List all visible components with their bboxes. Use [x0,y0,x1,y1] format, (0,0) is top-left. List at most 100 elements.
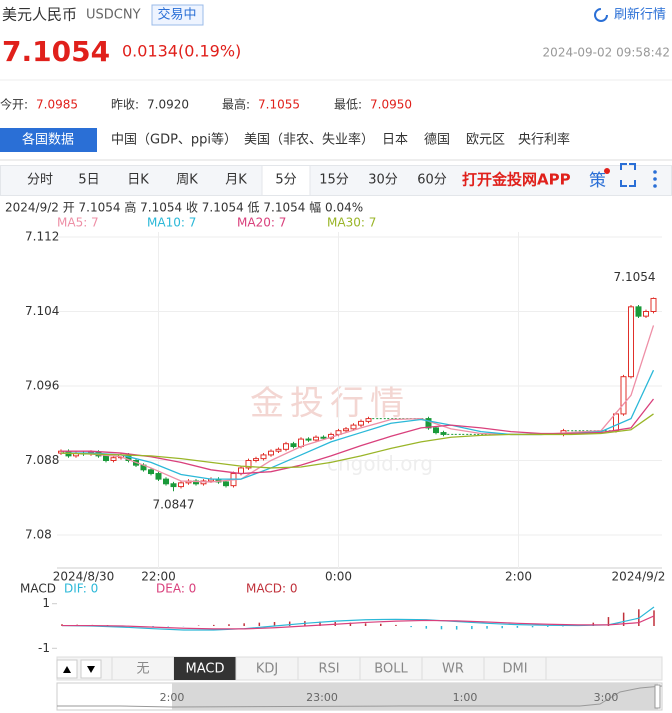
arrow-up-icon [63,666,71,673]
info-line: 2024/9/2 开 7.1054 高 7.1054 收 7.1054 低 7.… [5,200,363,215]
candle-body [365,418,372,422]
indicator-active [174,657,236,680]
candle-body [320,436,327,439]
app-link[interactable]: 打开金投网APP [462,171,571,189]
legend-entry: MA30: 7 [327,216,376,230]
tab[interactable]: 各国数据 [22,132,74,148]
macd-line [62,615,655,630]
period-active [261,165,311,196]
candle-body [148,469,154,475]
navigator-labels: 2:00 23:00 1:00 3:00 [160,691,619,704]
candle-body [440,432,447,435]
candle-body [635,306,642,317]
candle-body [283,443,289,450]
period[interactable]: 周K [176,173,198,188]
candle-body [223,481,229,487]
strategy[interactable]: 策 [589,171,606,191]
y-tick-label: 7.088 [25,453,59,467]
symbol: USDCNY [86,8,141,23]
stat-label: 最低: [334,98,362,112]
navigator-label: 23:00 [306,691,338,704]
period[interactable]: 60分 [417,173,447,188]
stats: 今开: 7.0985 昨收: 7.0920 最高: 7.1055 最低: 7.0950 [0,97,412,112]
more-icon[interactable] [653,170,657,188]
indicator[interactable]: DMI [502,662,527,677]
candle-body [275,448,282,452]
period[interactable]: 日K [127,173,149,188]
candle-body [260,454,267,460]
navigator-label: 3:00 [594,691,619,704]
periods: 分时 5日 日K 周K 月K 5分 15分 30分 60分 [27,173,447,188]
min-label: 7.0847 [153,498,195,512]
candle-body [628,306,634,378]
candle-body [103,455,109,461]
indicator[interactable]: KDJ [256,662,278,677]
ma-line [60,413,654,469]
tab[interactable]: 德国 [424,133,450,148]
refresh-button[interactable]: 刷新行情 [594,7,666,23]
legend-entry: DIF: 0 [64,582,98,596]
stat-label: 昨收: [111,98,139,112]
tabs: 各国数据 中国（GDP、ppi等） 美国（非农、失业率） 日本 德国 欧元区 央行利率 [22,132,570,148]
candle-body [425,418,432,429]
indicator[interactable]: MACD [186,662,225,677]
navigator-handle[interactable] [654,684,661,709]
fullscreen-icon[interactable] [620,163,636,187]
tab[interactable]: 中国（GDP、ppi等） [111,132,237,148]
candle-body [178,482,184,488]
candle-body [305,438,312,441]
y-tick-label: 7.104 [25,304,59,318]
navigator-label: 2:00 [160,691,185,704]
candle-body [290,443,297,448]
indicator-tab [483,656,547,681]
y-tick-label: -1 [38,641,50,655]
indicator[interactable]: 无 [136,662,149,677]
period[interactable]: 分时 [27,173,53,188]
period-bar [0,165,672,196]
candle-body [170,483,177,488]
refresh-text[interactable]: 刷新行情 [614,7,666,23]
y-tick-label: 7.08 [25,528,52,542]
period[interactable]: 15分 [319,173,349,188]
period[interactable]: 5日 [78,173,99,188]
tab[interactable]: 美国（非农、失业率） [244,132,374,148]
watermark: 金投行情 [250,384,410,424]
indicator[interactable]: RSI [318,662,339,677]
tab[interactable]: 央行利率 [518,132,570,148]
macd-line [61,606,655,631]
candle-body [613,413,619,432]
tab-active [0,128,97,152]
ma-line [61,398,655,475]
legend-entry: MA10: 7 [147,216,196,230]
candle-body [155,473,162,480]
candle-body [620,376,627,415]
x-tick-label: 22:00 [141,570,176,584]
indicator[interactable]: BOLL [374,662,408,677]
candle-body [163,478,169,485]
price-chart: 7.08 7.088 7.096 7.104 7.112 2024/8/30 22:00 0:… [25,216,665,584]
period[interactable]: 30分 [368,173,398,188]
x-tick-label: 2:00 [505,570,532,584]
stat-label: 今开: [0,97,28,112]
candle-body [110,457,117,461]
x-tick-label: 2024/9/2 [612,570,666,584]
candle-body [350,424,357,430]
refresh-icon [594,8,608,22]
tab[interactable]: 欧元区 [466,133,505,148]
price: 7.1054 [2,35,110,68]
y-tick-label: 1 [42,596,50,610]
status-badge [151,4,204,26]
title: 美元人民币 [2,6,77,24]
arrow-down-icon [87,666,95,673]
period[interactable]: 5分 [275,173,296,188]
watermark-site: cngold.org [327,452,433,476]
indicator[interactable]: WR [442,662,464,677]
x-tick-label: 2024/8/30 [53,570,115,584]
period[interactable]: 月K [225,173,247,188]
tab[interactable]: 日本 [382,133,408,148]
legend-entry: DEA: 0 [156,582,196,596]
candle-body [245,460,252,469]
legend-entry: MA20: 7 [237,216,286,230]
time: 2024-09-02 09:58:42 [543,46,670,60]
